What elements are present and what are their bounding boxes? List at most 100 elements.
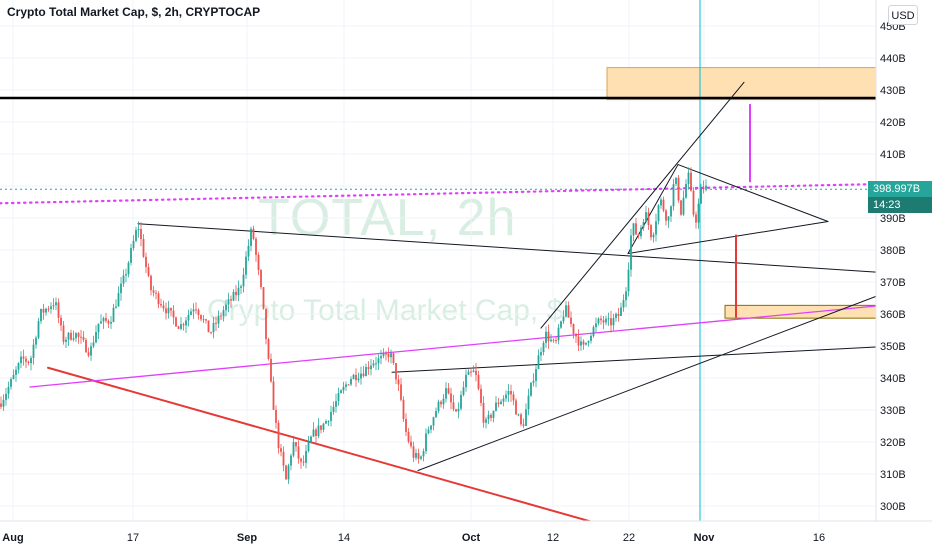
candle-body (310, 436, 312, 443)
candle (645, 205, 647, 223)
candle-body (277, 422, 280, 449)
candle (495, 396, 497, 412)
candle (62, 320, 65, 345)
candle-body (692, 190, 695, 215)
candle (235, 285, 237, 301)
candle-body (522, 424, 525, 426)
candle-body (17, 363, 20, 370)
candle (145, 252, 147, 274)
candle-body (510, 391, 512, 395)
candle-body (30, 357, 32, 364)
candle (40, 308, 42, 324)
candle (285, 464, 287, 480)
candle (30, 355, 32, 371)
candle-body (382, 353, 385, 357)
candle (400, 378, 402, 402)
candle-body (482, 402, 485, 423)
candle-body (315, 429, 317, 436)
candle-body (305, 451, 307, 463)
candle (420, 455, 422, 461)
candle-body (317, 425, 320, 436)
candle-body (2, 399, 5, 407)
candle-body (677, 177, 680, 201)
candle (347, 383, 350, 386)
candle (115, 299, 117, 309)
candle (15, 366, 17, 382)
grid-layer (0, 0, 876, 521)
candle (100, 314, 102, 324)
candle-body (262, 287, 265, 309)
candle-body (205, 319, 207, 321)
candle (682, 190, 685, 216)
candle-body (37, 321, 40, 338)
candle (310, 435, 312, 444)
candle-body (120, 283, 122, 294)
candle-body (525, 409, 527, 426)
candle (677, 174, 680, 203)
candle (245, 251, 247, 279)
x-tick-label: Aug (2, 532, 23, 544)
candle (620, 302, 622, 317)
candle-body (435, 410, 437, 418)
candle (605, 315, 607, 326)
candle-body (270, 358, 272, 382)
candle-body (105, 318, 107, 321)
candle (440, 400, 442, 408)
candle-body (130, 248, 132, 263)
candle (650, 224, 652, 241)
y-tick-label: 370B (880, 277, 906, 289)
candle (472, 365, 475, 373)
candle-body (122, 275, 125, 284)
candle (640, 225, 642, 240)
candle-body (627, 269, 630, 292)
red-support-line (47, 366, 599, 525)
candle (20, 351, 22, 369)
candle (592, 325, 595, 338)
candle (570, 311, 572, 328)
candle-body (387, 353, 390, 358)
candle (437, 399, 440, 414)
candle (447, 382, 450, 395)
resistance-zone (606, 67, 877, 101)
candle (142, 234, 145, 258)
candle-body (107, 320, 110, 324)
candle-body (385, 353, 387, 355)
candle (670, 205, 672, 222)
candle-body (630, 235, 632, 270)
candle (342, 381, 345, 394)
candle (435, 407, 437, 419)
candle (165, 302, 167, 320)
candle (672, 178, 675, 211)
candle (185, 316, 187, 333)
currency-button[interactable]: USD (888, 5, 918, 25)
candle-body (527, 395, 530, 410)
candle-body (322, 423, 325, 430)
x-tick-label: Oct (462, 532, 481, 544)
candle (90, 342, 92, 361)
candle-body (640, 227, 642, 237)
candle-body (172, 310, 175, 318)
candle-body (235, 291, 237, 296)
candle-body (670, 206, 672, 217)
candle (565, 301, 567, 318)
candle-body (295, 442, 297, 447)
candle (362, 365, 365, 378)
candle (45, 307, 47, 316)
candle-body (440, 401, 442, 405)
candle (180, 316, 182, 331)
candle-body (67, 332, 70, 340)
candle (80, 329, 82, 344)
candle (320, 425, 322, 434)
candle (562, 310, 565, 324)
candle-body (610, 318, 612, 326)
candle-body (55, 302, 57, 306)
candle (622, 294, 625, 312)
candle-body (112, 307, 115, 322)
candle (217, 310, 220, 329)
candle (215, 316, 217, 331)
candle (50, 302, 52, 314)
candle (637, 233, 640, 239)
candle (610, 310, 612, 333)
